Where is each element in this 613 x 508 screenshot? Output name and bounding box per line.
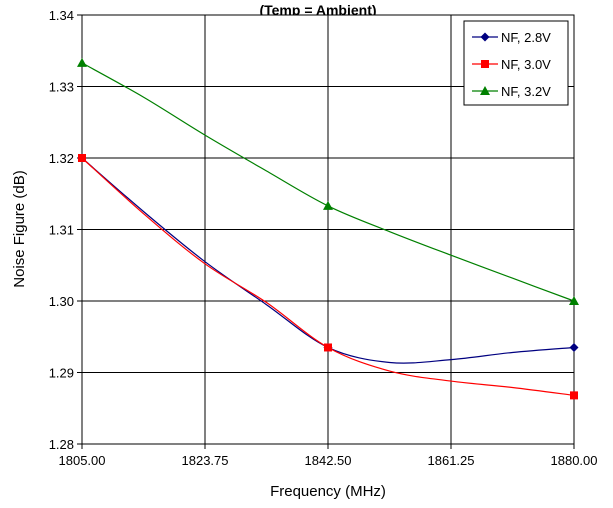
legend-item: NF, 3.2V [472,84,551,99]
y-tick-label: 1.32 [49,151,74,166]
y-tick-label: 1.29 [49,366,74,381]
legend-marker [480,86,490,95]
y-tick-label: 1.28 [49,437,74,452]
data-point [569,342,579,352]
series-group [77,57,579,400]
x-tick-label: 1823.75 [182,453,229,468]
x-axis-ticks: 1805.00 1823.75 1842.50 1861.25 1880.00 [59,444,598,468]
y-tick-label: 1.30 [49,294,74,309]
legend: NF, 2.8V NF, 3.0V NF, 3.2V [463,20,569,106]
data-point [323,200,333,210]
x-axis-title: Frequency (MHz) [270,483,386,500]
legend-label: NF, 3.0V [501,57,551,72]
x-tick-label: 1880.00 [551,453,598,468]
legend-item: NF, 2.8V [472,30,551,45]
y-axis-ticks: 1.28 1.29 1.30 1.31 1.32 1.33 1.34 [49,8,82,452]
legend-marker [480,32,490,42]
data-point [570,391,578,400]
x-tick-label: 1861.25 [428,453,475,468]
legend-label: NF, 2.8V [501,30,551,45]
legend-item: NF, 3.0V [472,57,551,72]
data-point [324,343,332,352]
legend-label: NF, 3.2V [501,84,551,99]
data-point [78,154,86,162]
legend-marker [481,60,489,68]
series-nf-3-0v [78,154,578,400]
series-nf-3-2v [77,57,579,305]
x-tick-label: 1805.00 [59,453,106,468]
y-tick-label: 1.34 [49,8,74,23]
data-point [77,57,87,67]
x-tick-label: 1842.50 [305,453,352,468]
chart-title: (Temp = Ambient) [259,2,376,18]
series-line [81,157,575,396]
y-axis-title: Noise Figure (dB) [11,170,28,288]
y-tick-label: 1.31 [49,223,74,238]
y-tick-label: 1.33 [49,80,74,95]
data-point [569,296,579,305]
